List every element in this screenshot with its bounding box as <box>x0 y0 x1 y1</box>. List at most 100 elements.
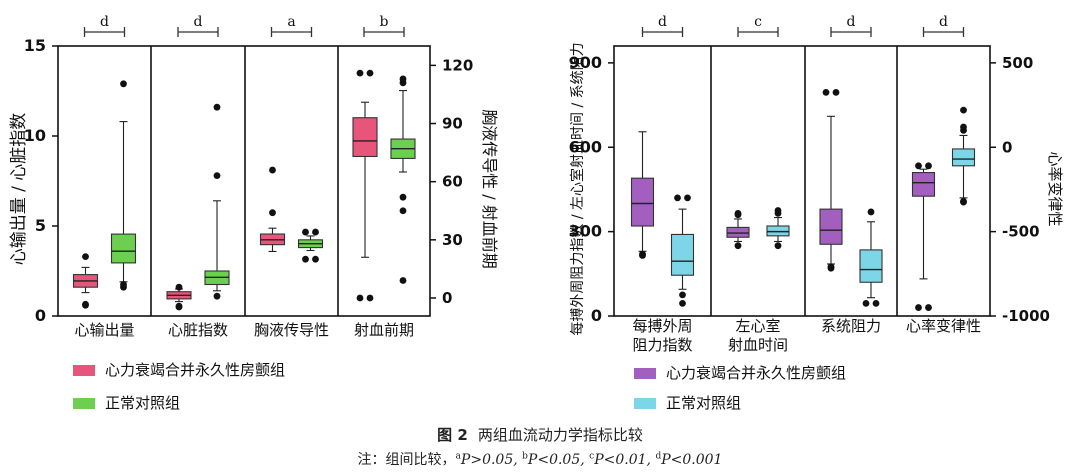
note-item-c: P<0.01, <box>594 452 656 468</box>
note-item-b: P<0.05, <box>527 452 590 468</box>
box-outlier <box>684 194 691 202</box>
right-axis-tick-label: 500 <box>1002 54 1033 72</box>
note-sup-c: c <box>589 451 595 462</box>
box-outlier <box>213 292 221 300</box>
box-outlier <box>832 89 840 96</box>
left-axis-tick-label: 0 <box>591 306 602 325</box>
note-item-a: P>0.05, <box>460 452 523 468</box>
note-sup-a: a <box>455 451 461 462</box>
category-label: 心率变律性 <box>906 317 981 335</box>
significance-letter: b <box>380 14 389 30</box>
right-axis-title: 胸液传导性 / 射血前期 <box>480 109 499 269</box>
category-label: 阻力指数 <box>632 336 692 354</box>
category-label: 心脏指数 <box>168 321 228 339</box>
box-outlier <box>399 79 407 87</box>
left-axis-title: 心输出量 / 心脏指数 <box>9 113 29 266</box>
left-axis-tick-label: 15 <box>24 36 46 55</box>
significance-letter: d <box>847 14 856 30</box>
note-prefix: 注：组间比较， <box>357 452 456 468</box>
legend-label: 心力衰竭合并永久性房颤组 <box>105 361 285 379</box>
box-outlier <box>366 294 374 302</box>
box-outlier <box>302 255 309 263</box>
legend-swatch <box>73 365 95 376</box>
left-axis-tick-label: 5 <box>35 216 46 235</box>
box-outlier <box>213 103 221 111</box>
box-iqr <box>951 148 976 167</box>
box-outlier <box>312 228 319 236</box>
significance-letter: d <box>658 14 667 30</box>
figure-note: 注：组间比较，aP>0.05, bP<0.05, cP<0.01, dP<0.0… <box>0 449 1080 469</box>
box-outlier <box>356 294 364 302</box>
note-sup-b: b <box>522 451 528 462</box>
figure-label: 图 2 <box>437 426 468 444</box>
box-outlier <box>925 162 932 170</box>
right-axis-title: 心率变律性 <box>1046 151 1064 226</box>
box-outlier <box>960 197 967 205</box>
box-iqr <box>670 233 695 276</box>
category-label: 胸液传导性 <box>254 321 329 339</box>
box-iqr <box>726 226 750 238</box>
box-outlier <box>960 123 967 131</box>
right-axis-tick-label: 60 <box>442 173 463 191</box>
right-axis-tick-label: -1000 <box>1002 307 1050 325</box>
legend-label: 正常对照组 <box>666 394 741 412</box>
category-label: 射血时间 <box>728 336 788 354</box>
note-sup-d: d <box>655 451 662 462</box>
legend-swatch <box>634 398 656 409</box>
box-iqr <box>766 225 790 237</box>
box-outlier <box>774 242 782 250</box>
box-outlier <box>639 250 646 258</box>
right-axis-tick-label: 0 <box>442 289 452 307</box>
right-axis-tick-label: 90 <box>442 115 463 133</box>
right-axis-tick-label: -500 <box>1002 223 1040 241</box>
box-outlier <box>734 242 742 250</box>
box-outlier <box>774 209 782 217</box>
category-label: 射血前期 <box>354 321 414 339</box>
right-axis-tick-label: 120 <box>442 56 473 74</box>
box-outlier <box>175 283 183 291</box>
box-iqr <box>352 117 378 158</box>
box-outlier <box>213 172 221 180</box>
box-outlier <box>399 193 407 201</box>
box-outlier <box>734 211 742 219</box>
box-iqr <box>859 249 883 283</box>
note-item-d: P<0.001 <box>661 452 723 468</box>
legend-swatch <box>634 368 656 379</box>
box-outlier <box>82 300 89 308</box>
left-axis-title: 每搏外周阻力指数 / 左心室射血时间 / 系统阻力 <box>569 42 586 335</box>
box-outlier <box>862 299 870 307</box>
category-label: 心输出量 <box>74 321 134 339</box>
box-outlier <box>915 304 922 311</box>
box-outlier <box>872 299 880 307</box>
box-outlier <box>822 89 830 96</box>
left-axis-tick-label: 300 <box>569 222 602 241</box>
box-outlier <box>960 106 967 114</box>
box-outlier <box>366 69 374 77</box>
box-iqr <box>819 208 843 245</box>
legend-swatch <box>73 398 95 409</box>
significance-letter: d <box>100 14 109 30</box>
box-outlier <box>175 302 183 310</box>
category-label: 每搏外周 <box>632 317 692 335</box>
category-label: 系统阻力 <box>821 317 881 335</box>
right-axis-tick-label: 0 <box>1002 138 1012 156</box>
box-outlier <box>679 291 686 299</box>
category-label: 左心室 <box>735 317 780 335</box>
figure-title: 两组血流动力学指标比较 <box>477 426 643 444</box>
significance-letter: d <box>939 14 948 30</box>
plot-frame <box>57 45 431 317</box>
box-outlier <box>925 304 932 311</box>
box-iqr <box>630 177 655 227</box>
figure-caption: 图 2 两组血流动力学指标比较 <box>0 424 1080 445</box>
box-outlier <box>120 281 127 288</box>
box-outlier <box>674 194 681 202</box>
plot-frame <box>613 45 991 317</box>
box-outlier <box>867 208 875 216</box>
left-axis-tick-label: 900 <box>569 53 602 72</box>
box-iqr <box>911 172 936 197</box>
significance-letter: c <box>754 14 762 30</box>
box-outlier <box>356 69 364 77</box>
left-axis-tick-label: 10 <box>24 126 46 145</box>
legend-label: 心力衰竭合并永久性房颤组 <box>666 364 846 382</box>
